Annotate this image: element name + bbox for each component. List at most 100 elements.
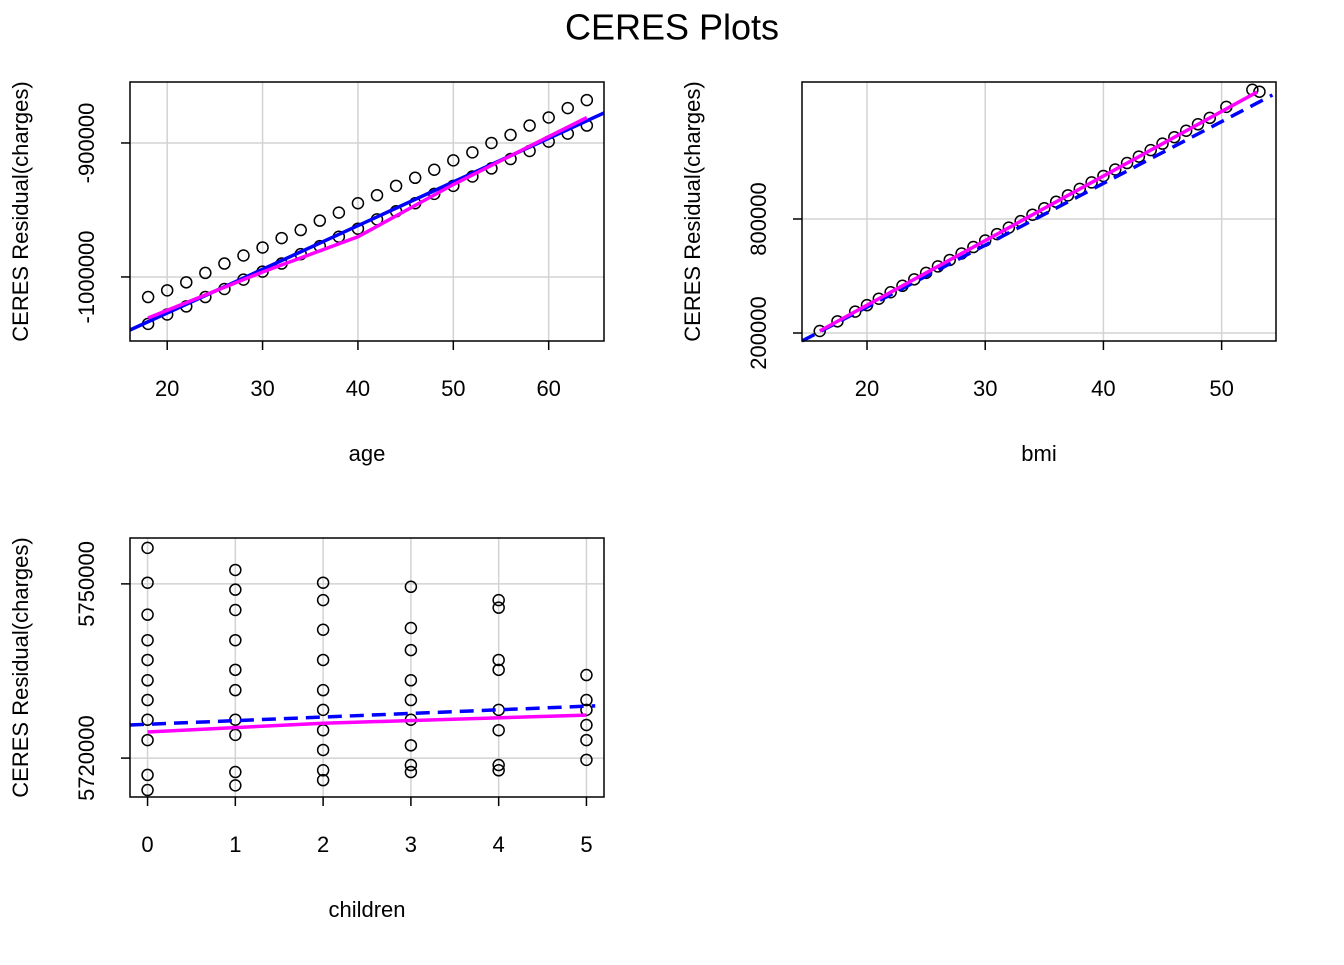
- point: [141, 290, 155, 304]
- point: [404, 643, 418, 657]
- point: [580, 693, 593, 707]
- fit-line: [818, 90, 1258, 333]
- point: [404, 758, 418, 772]
- point: [492, 593, 505, 607]
- point: [1108, 163, 1122, 176]
- point: [316, 764, 330, 777]
- fit-line: [801, 93, 1274, 343]
- x-tick-label: 60: [536, 376, 560, 401]
- point: [1144, 143, 1157, 157]
- point: [229, 765, 242, 779]
- point: [1253, 85, 1266, 98]
- y-tick-label: 5720000: [74, 715, 99, 801]
- point: [1026, 208, 1039, 221]
- point: [180, 276, 193, 289]
- point: [332, 206, 346, 219]
- point: [404, 739, 418, 752]
- point: [229, 603, 242, 617]
- point: [316, 703, 330, 717]
- point: [229, 663, 242, 677]
- point: [229, 563, 242, 577]
- point: [229, 728, 242, 742]
- point: [160, 284, 174, 297]
- point: [1168, 130, 1181, 144]
- point: [580, 668, 593, 682]
- x-tick-label: 40: [1091, 376, 1115, 401]
- point: [1132, 150, 1146, 163]
- plot-frame: [801, 81, 1277, 342]
- point: [141, 653, 154, 667]
- figure-title: CERES Plots: [565, 7, 779, 48]
- point: [561, 101, 575, 115]
- point: [919, 266, 933, 280]
- x-tick-label: 30: [973, 376, 997, 401]
- point: [492, 764, 505, 777]
- point: [404, 674, 418, 687]
- x-tick-label: 20: [155, 376, 179, 401]
- point: [229, 779, 242, 792]
- point: [404, 693, 418, 707]
- y-axis-label: CERES Residual(charges): [8, 81, 33, 341]
- x-tick-label: 2: [317, 832, 329, 857]
- point: [447, 154, 460, 167]
- x-tick-label: 20: [855, 376, 879, 401]
- point: [141, 541, 154, 555]
- point: [229, 633, 242, 647]
- x-tick-label: 1: [229, 832, 241, 857]
- point: [316, 623, 330, 637]
- y-tick-label: 200000: [746, 296, 771, 369]
- x-tick-label: 30: [250, 376, 274, 401]
- point: [523, 119, 536, 132]
- point: [1120, 156, 1134, 170]
- point: [316, 593, 330, 607]
- point: [141, 693, 154, 707]
- point: [1085, 176, 1098, 189]
- x-tick-label: 4: [493, 832, 505, 857]
- x-tick-label: 3: [405, 832, 417, 857]
- plot-frame: [129, 81, 605, 342]
- point: [404, 765, 418, 779]
- point: [990, 227, 1004, 241]
- point: [141, 783, 154, 797]
- point: [294, 223, 307, 237]
- point: [485, 136, 498, 150]
- point: [229, 583, 242, 596]
- point: [1203, 111, 1217, 125]
- point: [141, 733, 154, 747]
- point: [351, 197, 365, 210]
- point: [256, 241, 269, 254]
- point: [141, 768, 154, 782]
- point: [316, 683, 330, 697]
- point: [466, 146, 479, 159]
- point: [542, 111, 555, 124]
- point: [370, 188, 384, 202]
- x-tick-label: 5: [580, 832, 592, 857]
- y-axis-label: CERES Residual(charges): [680, 81, 705, 341]
- point: [404, 580, 418, 594]
- y-tick-label: -1000000: [74, 230, 99, 323]
- y-tick-label: 800000: [746, 182, 771, 255]
- point: [141, 576, 154, 589]
- x-tick-label: 0: [141, 832, 153, 857]
- point: [580, 733, 593, 747]
- point: [408, 171, 422, 185]
- point: [1179, 124, 1193, 137]
- point: [313, 214, 327, 227]
- point: [316, 653, 330, 667]
- point: [492, 653, 505, 667]
- point: [504, 128, 517, 142]
- point: [141, 633, 154, 647]
- point: [237, 249, 250, 262]
- plot-frame: [129, 537, 605, 798]
- x-axis-label: bmi: [1021, 441, 1056, 466]
- x-tick-label: 40: [346, 376, 370, 401]
- point: [389, 179, 403, 193]
- point: [1156, 137, 1169, 150]
- y-tick-label: -900000: [74, 103, 99, 184]
- point: [580, 753, 593, 767]
- x-axis-label: age: [349, 441, 386, 466]
- fit-line: [147, 713, 587, 734]
- y-axis-label: CERES Residual(charges): [8, 537, 33, 797]
- point: [316, 773, 330, 787]
